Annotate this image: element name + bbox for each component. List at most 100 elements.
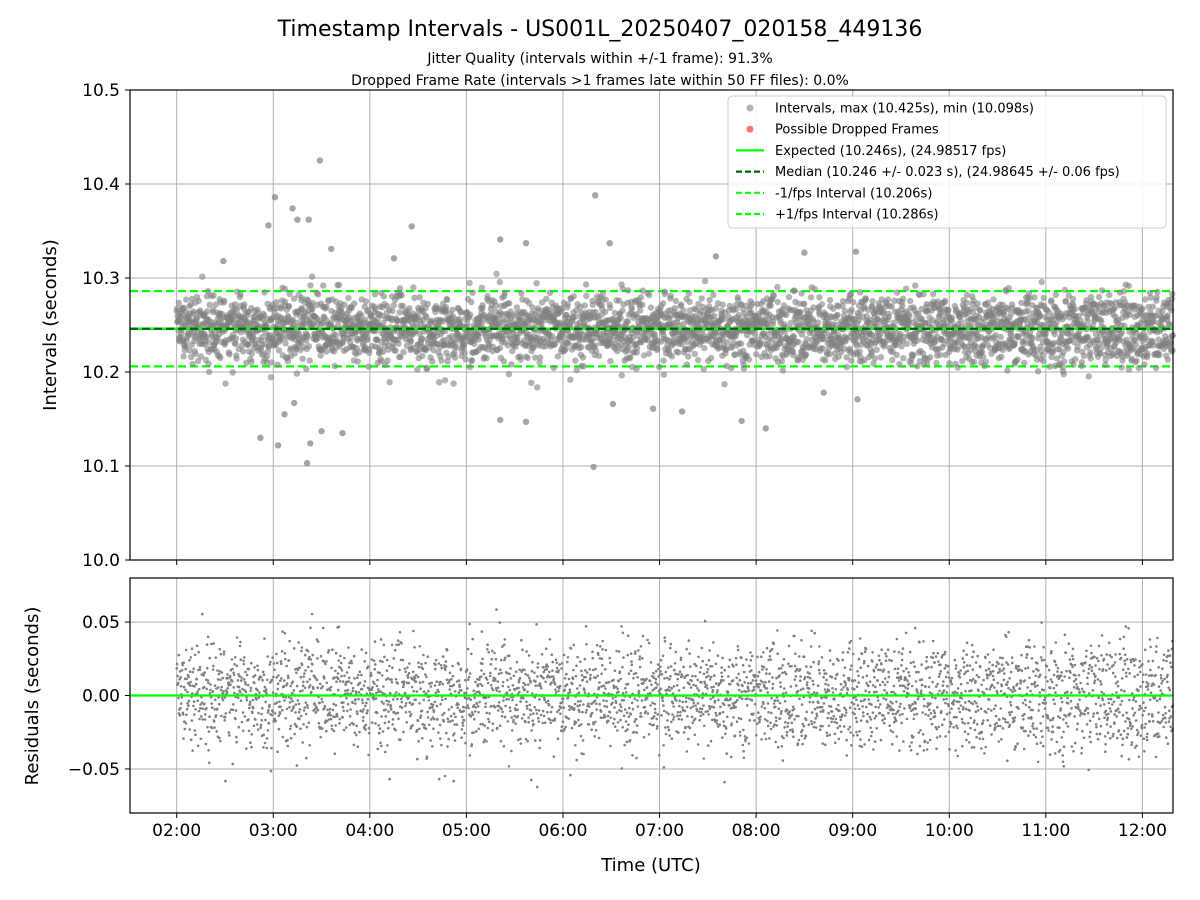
- interval-point: [182, 343, 190, 350]
- interval-point: [315, 291, 322, 298]
- residual-point: [486, 726, 490, 730]
- interval-point: [306, 357, 313, 364]
- residual-point: [490, 657, 494, 661]
- residual-point: [439, 664, 443, 667]
- residual-point: [218, 736, 221, 740]
- residual-point: [354, 692, 358, 695]
- residual-point: [175, 667, 179, 670]
- residual-point: [270, 713, 274, 717]
- residual-point: [316, 640, 320, 643]
- interval-point: [850, 299, 857, 306]
- interval-point: [885, 313, 893, 321]
- intervals-plot: 10.010.110.210.310.410.5 Intervals (seco…: [40, 81, 1177, 571]
- residual-point: [395, 643, 398, 647]
- residual-point: [485, 678, 489, 681]
- residual-point: [448, 678, 451, 682]
- residual-point: [196, 690, 199, 693]
- interval-point: [647, 304, 655, 311]
- residual-point: [308, 684, 312, 687]
- residual-point: [499, 668, 502, 671]
- interval-point: [791, 287, 798, 294]
- residual-point: [338, 680, 342, 683]
- residual-point: [338, 717, 342, 721]
- interval-point: [637, 294, 645, 301]
- residual-point: [475, 690, 479, 694]
- residual-point: [249, 686, 253, 690]
- residual-point: [451, 674, 455, 678]
- interval-point: [199, 273, 206, 280]
- residual-point: [369, 671, 373, 675]
- residual-point: [213, 684, 217, 687]
- interval-outlier-point: [592, 192, 599, 199]
- residual-point: [306, 706, 310, 709]
- residual-point: [327, 718, 331, 721]
- residual-point: [448, 671, 452, 675]
- interval-point: [1083, 297, 1090, 304]
- residual-point: [261, 670, 265, 674]
- residual-point: [308, 744, 312, 747]
- residual-point: [467, 696, 471, 700]
- interval-point: [946, 360, 953, 367]
- interval-point: [923, 301, 930, 308]
- residual-point: [469, 698, 473, 701]
- residual-point: [519, 737, 522, 741]
- residual-point: [290, 709, 294, 712]
- interval-point: [1149, 303, 1157, 310]
- residual-point: [460, 736, 463, 739]
- residual-point: [396, 711, 400, 715]
- y-tick-label: 10.1: [82, 457, 120, 477]
- interval-point: [686, 298, 693, 306]
- residual-point: [330, 666, 333, 670]
- interval-point: [907, 360, 915, 367]
- interval-point: [1152, 312, 1159, 319]
- interval-point: [774, 298, 781, 306]
- interval-point: [498, 311, 505, 318]
- residual-point: [489, 663, 493, 666]
- residual-point: [201, 718, 204, 721]
- interval-point: [1048, 353, 1055, 361]
- residual-point: [391, 698, 395, 701]
- residual-point: [355, 724, 359, 728]
- residual-point: [503, 658, 506, 662]
- interval-point: [745, 356, 753, 363]
- residual-point: [264, 700, 268, 704]
- residual-point: [433, 684, 437, 687]
- residual-point: [371, 686, 374, 689]
- residual-point: [208, 692, 212, 695]
- interval-point: [1042, 330, 1050, 337]
- residual-point: [177, 696, 180, 700]
- residual-point: [401, 658, 405, 662]
- residual-point: [360, 648, 364, 651]
- residual-point: [243, 715, 247, 718]
- residual-point: [436, 718, 439, 721]
- interval-point: [1087, 349, 1094, 356]
- residual-point: [231, 667, 234, 671]
- residual-point: [479, 722, 483, 726]
- residual-point: [449, 720, 452, 723]
- interval-outlier-point: [289, 205, 296, 212]
- residual-point: [281, 630, 284, 633]
- interval-point: [441, 377, 449, 384]
- residual-point: [206, 666, 209, 670]
- interval-point: [785, 293, 793, 301]
- residual-point: [332, 702, 336, 706]
- residual-point: [321, 685, 325, 688]
- residual-point: [486, 681, 490, 685]
- interval-point: [430, 346, 437, 354]
- residual-point: [181, 713, 185, 716]
- residual-point: [235, 636, 239, 639]
- residual-point: [334, 669, 337, 673]
- interval-point: [583, 292, 590, 300]
- interval-point: [505, 370, 513, 378]
- interval-point: [263, 353, 271, 360]
- residual-point: [438, 683, 441, 686]
- interval-point: [1111, 304, 1119, 311]
- residual-point: [472, 689, 476, 692]
- residual-point: [252, 724, 256, 728]
- residual-point: [437, 690, 440, 694]
- interval-outlier-point: [265, 222, 272, 229]
- residual-point: [221, 676, 225, 680]
- residual-point: [518, 690, 521, 694]
- residual-point: [287, 676, 290, 680]
- residual-point: [416, 757, 419, 761]
